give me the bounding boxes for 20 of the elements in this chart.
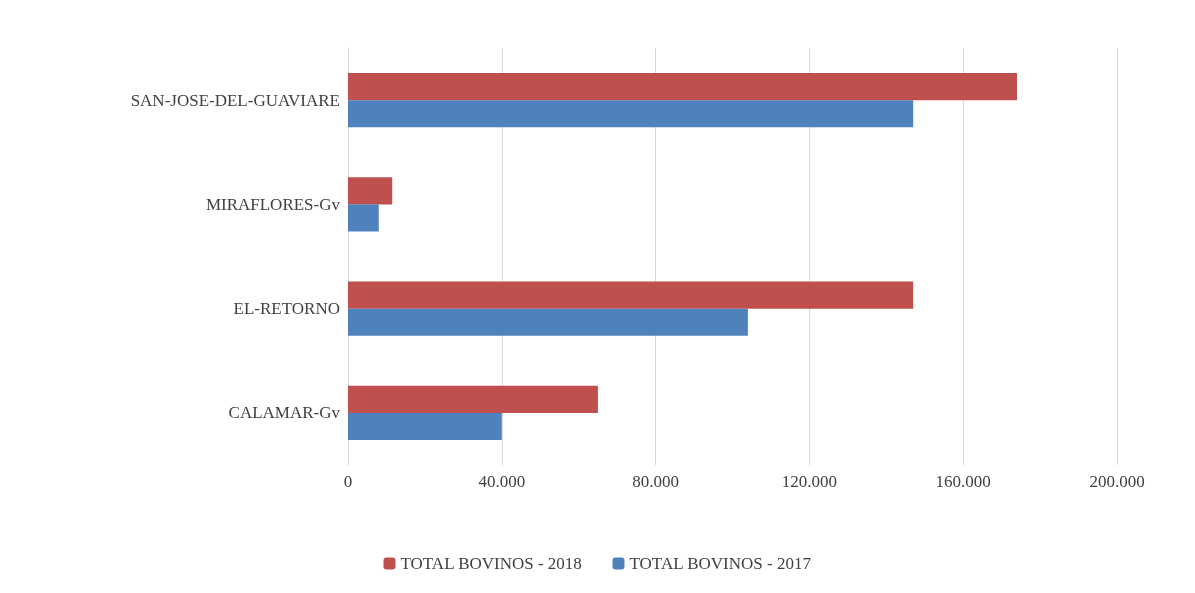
x-tick-label: 120.000: [781, 472, 838, 491]
bar: [348, 412, 502, 440]
y-tick-label: MIRAFLORES-Gv: [205, 194, 341, 214]
x-tick-label: 40.000: [478, 472, 526, 491]
y-tick-label: CALAMAR-Gv: [228, 403, 341, 423]
bar: [348, 100, 914, 128]
bar: [348, 385, 598, 413]
x-tick-label: 0: [343, 472, 353, 491]
y-tick-label: SAN-JOSE-DEL-GUAVIARE: [130, 90, 340, 110]
legend-label: TOTAL BOVINOS - 2017: [629, 554, 812, 573]
x-tick-label: 80.000: [632, 472, 679, 491]
x-tick-label: 160.000: [935, 472, 991, 491]
legend-label: TOTAL BOVINOS - 2018: [400, 554, 582, 573]
bar: [348, 308, 748, 336]
bar: [348, 281, 914, 309]
bar: [348, 177, 393, 205]
y-tick-label: EL-RETORNO: [233, 299, 340, 319]
x-tick-label: 200.000: [1089, 472, 1145, 491]
bar: [348, 204, 379, 232]
bar: [348, 73, 1018, 101]
